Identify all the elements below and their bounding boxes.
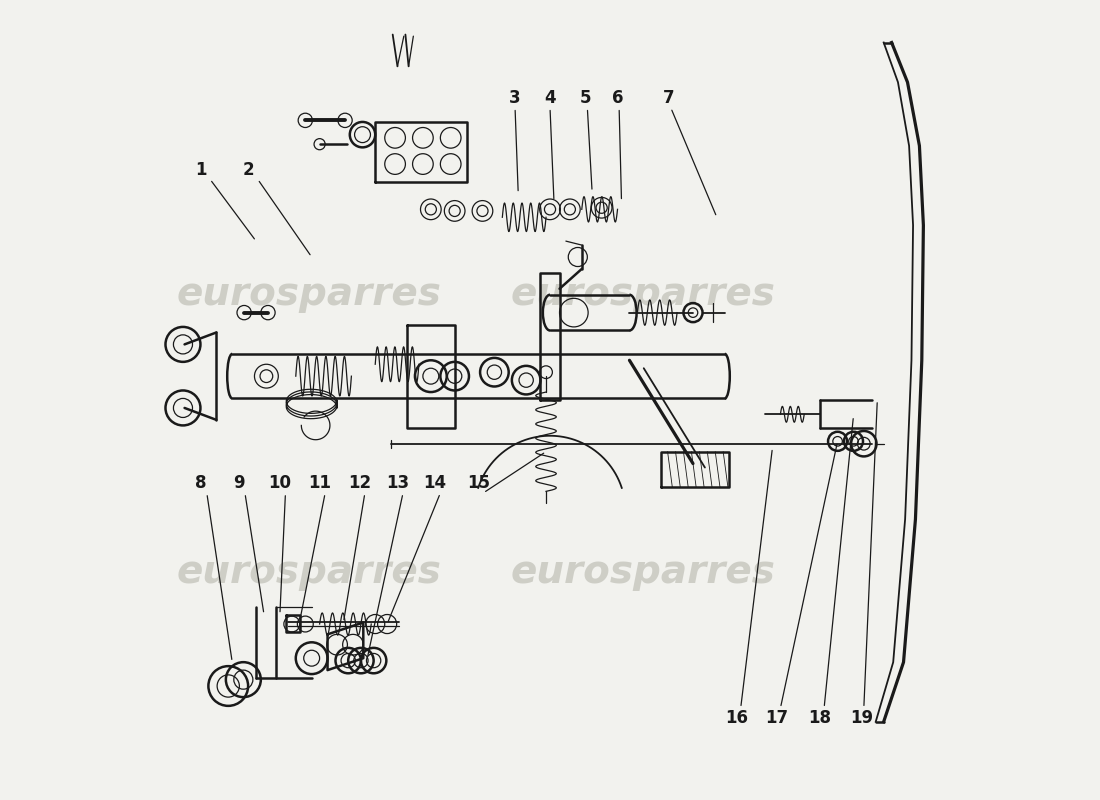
Text: 7: 7 — [663, 89, 675, 107]
Text: 6: 6 — [612, 89, 624, 107]
Text: 18: 18 — [808, 709, 832, 726]
Text: 5: 5 — [580, 89, 592, 107]
Text: 11: 11 — [308, 474, 331, 493]
Text: 16: 16 — [725, 709, 748, 726]
Text: 2: 2 — [242, 161, 254, 178]
Text: eurosparres: eurosparres — [510, 553, 776, 590]
Text: 8: 8 — [195, 474, 206, 493]
Text: 13: 13 — [386, 474, 409, 493]
Text: eurosparres: eurosparres — [177, 274, 441, 313]
Text: 1: 1 — [195, 161, 206, 178]
Text: 9: 9 — [233, 474, 244, 493]
Text: 17: 17 — [764, 709, 788, 726]
Text: 19: 19 — [850, 709, 873, 726]
Text: 15: 15 — [468, 474, 490, 493]
Text: 10: 10 — [268, 474, 292, 493]
Text: 12: 12 — [348, 474, 371, 493]
Text: 3: 3 — [508, 89, 520, 107]
Text: eurosparres: eurosparres — [177, 553, 441, 590]
Text: 14: 14 — [424, 474, 447, 493]
Text: eurosparres: eurosparres — [510, 274, 776, 313]
Text: 4: 4 — [544, 89, 556, 107]
